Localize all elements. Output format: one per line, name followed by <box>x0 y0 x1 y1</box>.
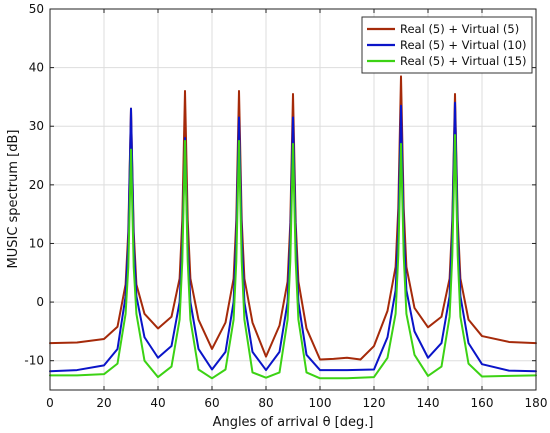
y-tick-label: 20 <box>29 178 44 192</box>
x-tick-label: 120 <box>363 396 386 410</box>
x-axis-label: Angles of arrival θ [deg.] <box>213 415 374 430</box>
x-tick-label: 40 <box>150 396 165 410</box>
series-line-2 <box>49 101 537 373</box>
x-tick-label: 140 <box>417 396 440 410</box>
y-tick-label: -10 <box>24 354 44 368</box>
legend: Real (5) + Virtual (5) Real (5) + Virtual… <box>361 16 533 74</box>
legend-label: Real (5) + Virtual (5) <box>400 22 519 36</box>
y-tick-label: 10 <box>29 236 44 250</box>
x-tick-label: 60 <box>204 396 219 410</box>
x-tick-label: 80 <box>258 396 273 410</box>
x-tick-label: 20 <box>96 396 111 410</box>
x-tick-label: 100 <box>309 396 332 410</box>
x-tick-label: 180 <box>525 396 548 410</box>
x-tick-label: 0 <box>46 396 54 410</box>
legend-label: Real (5) + Virtual (15) <box>400 54 527 68</box>
y-axis-label: MUSIC spectrum [dB] <box>6 130 21 269</box>
y-tick-label: 50 <box>29 2 44 16</box>
y-tick-label: 30 <box>29 119 44 133</box>
series-lines <box>49 75 537 380</box>
axes: 0 20 40 60 80 100 120 140 160 180 -10 0 10 20 30 40 50 <box>24 2 547 410</box>
x-tick-label: 160 <box>471 396 494 410</box>
y-tick-label: 40 <box>29 61 44 75</box>
plot-frame <box>49 8 537 391</box>
series-line-3 <box>49 134 537 380</box>
legend-label: Real (5) + Virtual (10) <box>400 38 527 52</box>
y-tick-label: 0 <box>36 295 44 309</box>
